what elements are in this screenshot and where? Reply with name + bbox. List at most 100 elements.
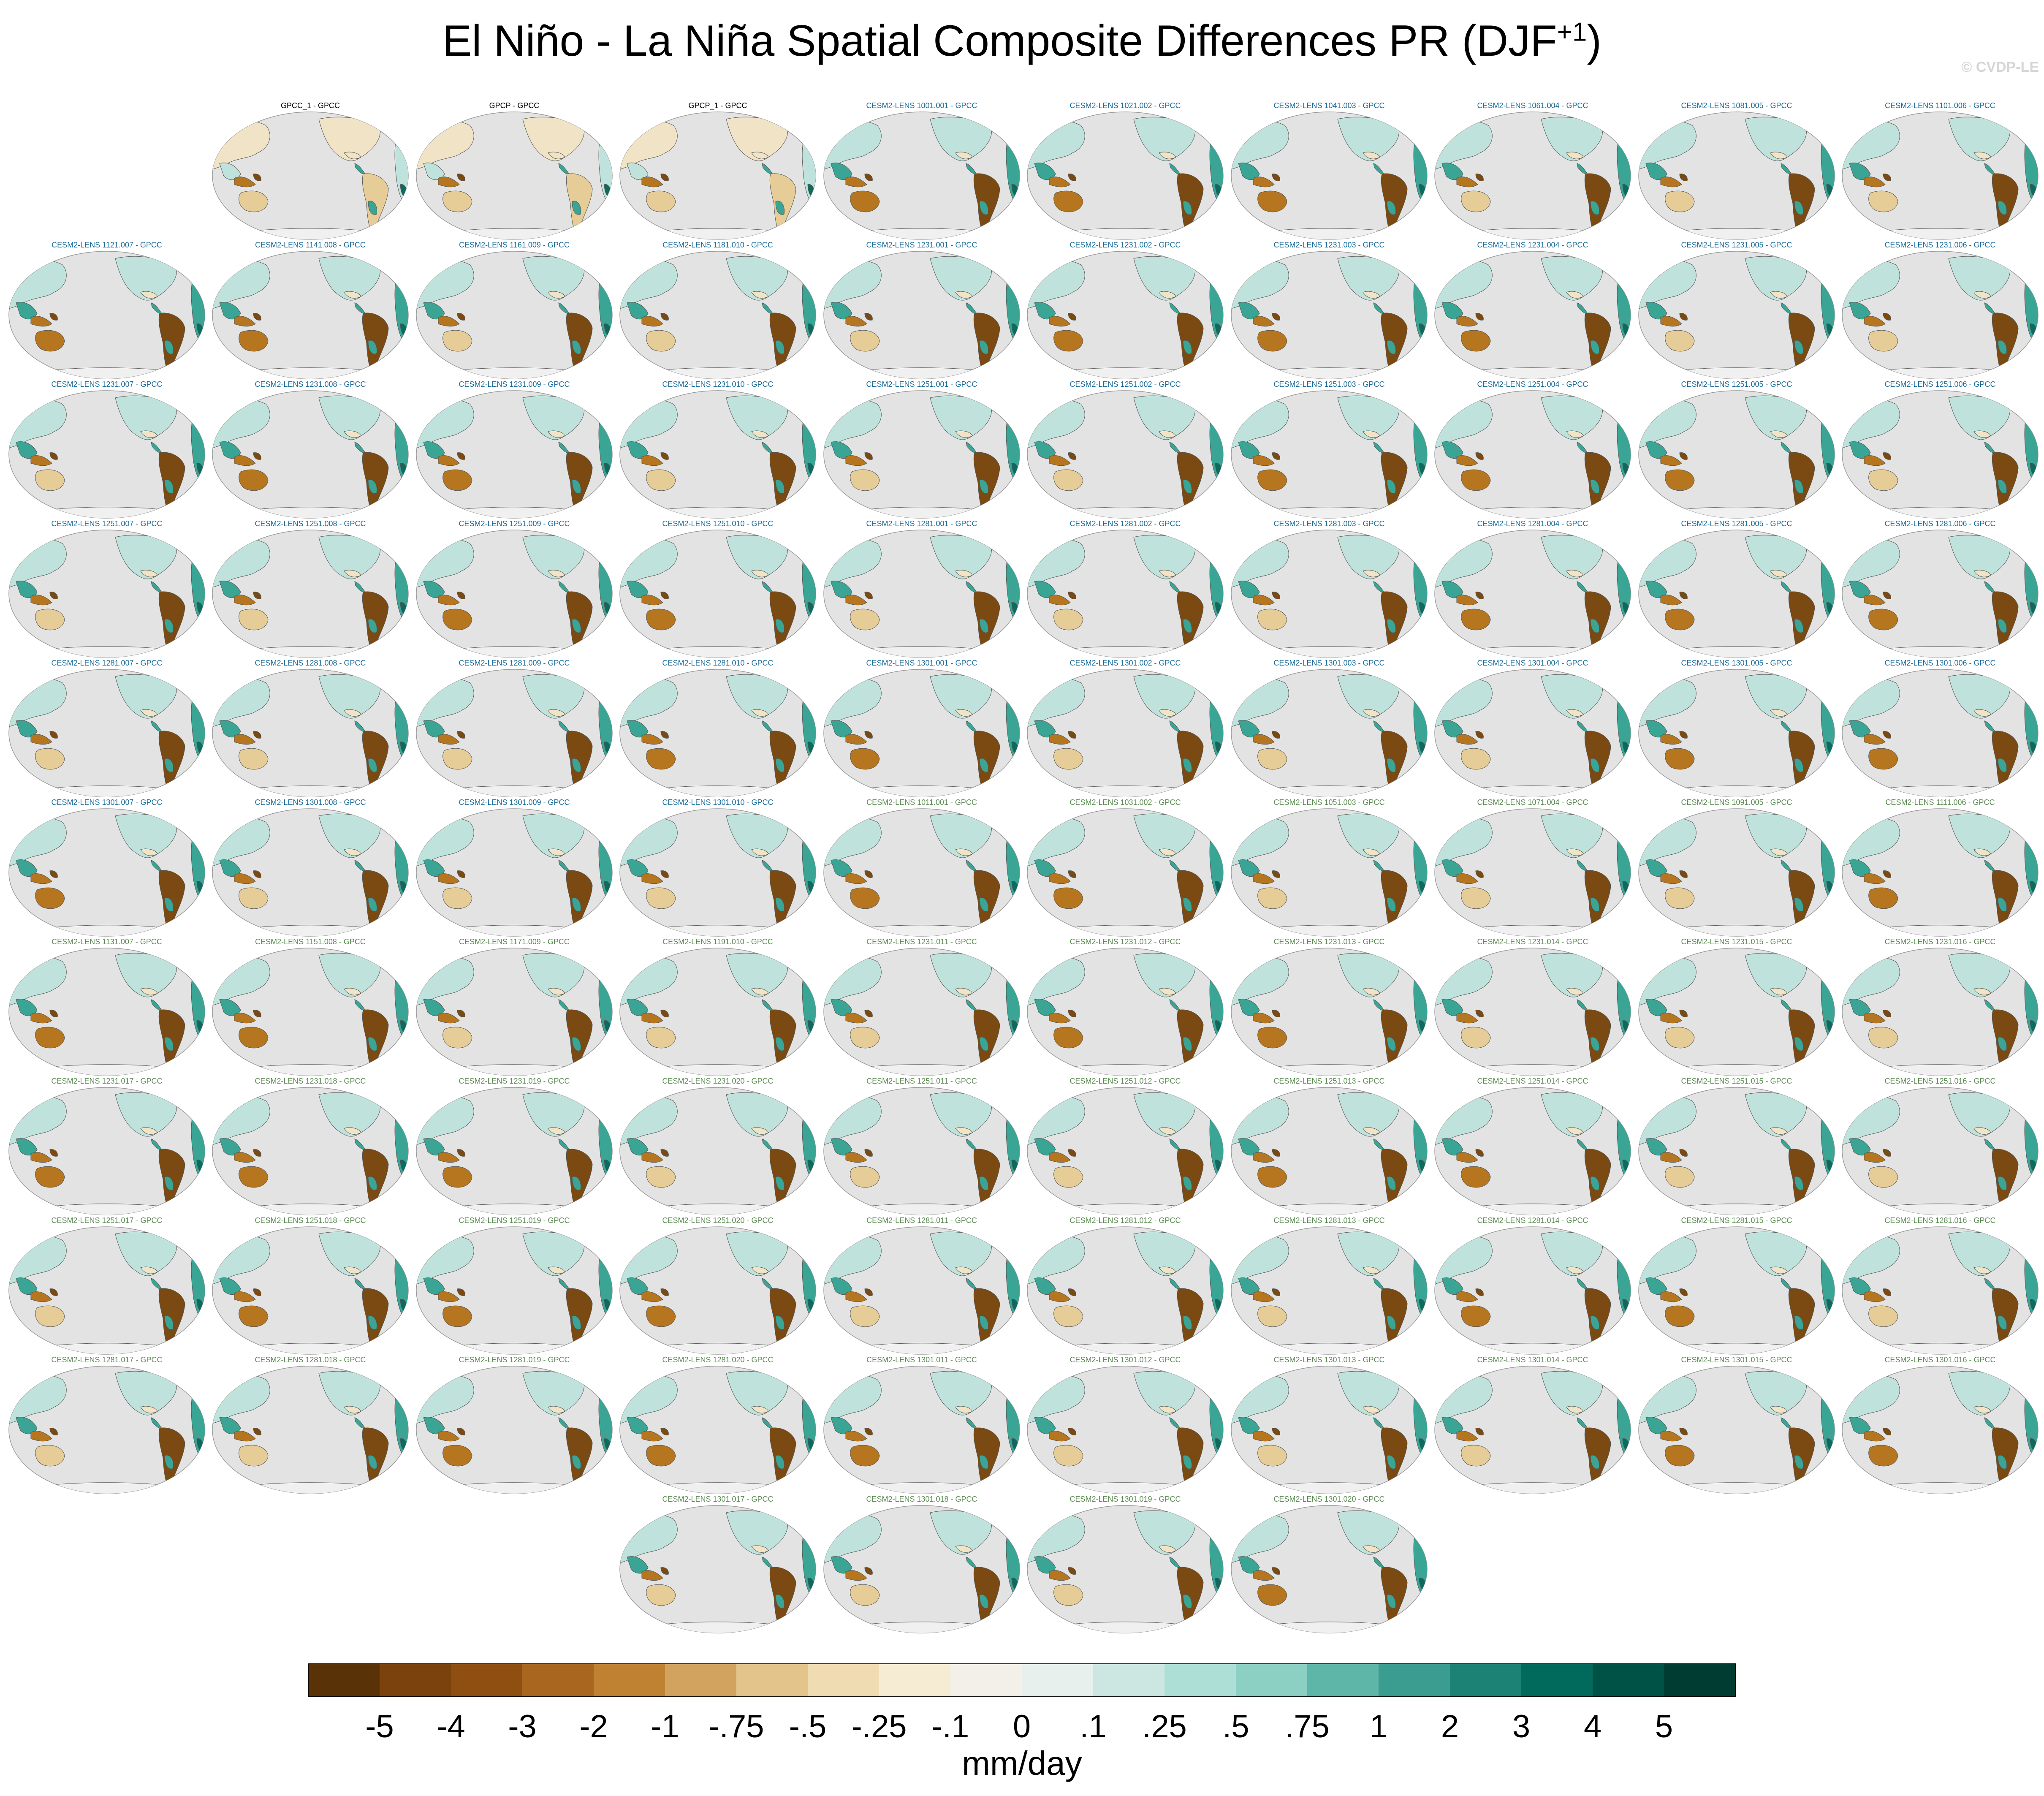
map-panel: CESM2-LENS 1231.016 - GPCC	[1841, 937, 2039, 1077]
colorbar-swatch	[380, 1664, 451, 1697]
colorbar-tick-label: 4	[1583, 1709, 1602, 1744]
map-panel-title: CESM2-LENS 1031.002 - GPCC	[1070, 798, 1181, 807]
map-globe	[1027, 111, 1224, 240]
map-panel: CESM2-LENS 1301.017 - GPCC	[619, 1495, 817, 1634]
map-panel: CESM2-LENS 1231.019 - GPCC	[415, 1077, 613, 1216]
map-panel-title: CESM2-LENS 1251.006 - GPCC	[1884, 380, 1996, 389]
map-panel-title: CESM2-LENS 1301.018 - GPCC	[866, 1495, 977, 1503]
map-panel: CESM2-LENS 1281.007 - GPCC	[8, 659, 206, 798]
map-globe	[1231, 1505, 1428, 1633]
map-globe	[1638, 1366, 1835, 1494]
map-globe	[1231, 111, 1428, 240]
map-globe	[619, 1505, 816, 1633]
map-panel: GPCP_1 - GPCC	[619, 101, 817, 241]
map-panel: CESM2-LENS 1301.019 - GPCC	[1026, 1495, 1224, 1634]
colorbar-tick-label: 3	[1512, 1709, 1531, 1744]
map-globe	[619, 1226, 816, 1355]
map-panel-title: CESM2-LENS 1281.010 - GPCC	[662, 659, 774, 667]
map-panel: GPCP - GPCC	[415, 101, 613, 241]
map-panel: CESM2-LENS 1111.006 - GPCC	[1841, 798, 2039, 937]
map-globe	[1231, 530, 1428, 658]
map-globe	[212, 1087, 409, 1215]
colorbar-swatch	[451, 1664, 522, 1697]
map-globe	[1027, 1087, 1224, 1215]
map-panel-title: CESM2-LENS 1301.006 - GPCC	[1884, 659, 1996, 667]
map-panel-title: CESM2-LENS 1301.013 - GPCC	[1273, 1356, 1385, 1364]
map-panel-title: CESM2-LENS 1071.004 - GPCC	[1477, 798, 1588, 807]
map-panel-title: CESM2-LENS 1231.018 - GPCC	[255, 1077, 366, 1085]
map-panel: CESM2-LENS 1281.008 - GPCC	[211, 659, 410, 798]
map-panel: CESM2-LENS 1131.007 - GPCC	[8, 937, 206, 1077]
map-panel: CESM2-LENS 1231.015 - GPCC	[1637, 937, 1836, 1077]
map-panel-title: CESM2-LENS 1191.010 - GPCC	[662, 937, 773, 946]
map-panel: CESM2-LENS 1001.001 - GPCC	[822, 101, 1021, 241]
map-panel-title: CESM2-LENS 1231.001 - GPCC	[866, 241, 977, 249]
map-panel-title: CESM2-LENS 1251.001 - GPCC	[866, 380, 977, 389]
map-panel: CESM2-LENS 1281.015 - GPCC	[1637, 1216, 1836, 1356]
colorbar-bar	[308, 1663, 1736, 1697]
colorbar-tick-label: .5	[1222, 1709, 1249, 1744]
map-panel: CESM2-LENS 1041.003 - GPCC	[1230, 101, 1428, 241]
colorbar-swatch	[1165, 1664, 1236, 1697]
colorbar-tick-label: -.1	[931, 1709, 969, 1744]
colorbar-tick-label: 1	[1369, 1709, 1388, 1744]
map-panel-title: CESM2-LENS 1281.009 - GPCC	[459, 659, 570, 667]
map-globe	[1638, 251, 1835, 379]
map-panel: CESM2-LENS 1251.004 - GPCC	[1433, 380, 1632, 519]
map-panel: CESM2-LENS 1251.015 - GPCC	[1637, 1077, 1836, 1216]
map-globe	[1027, 390, 1224, 519]
map-panel: CESM2-LENS 1141.008 - GPCC	[211, 241, 410, 380]
map-panel: CESM2-LENS 1251.016 - GPCC	[1841, 1077, 2039, 1216]
map-panel: CESM2-LENS 1021.002 - GPCC	[1026, 101, 1224, 241]
map-globe	[823, 669, 1020, 797]
colorbar-swatch	[879, 1664, 950, 1697]
map-globe	[823, 390, 1020, 519]
map-globe	[619, 808, 816, 937]
map-panel: CESM2-LENS 1301.018 - GPCC	[822, 1495, 1021, 1634]
colorbar-tick-label: 0	[1012, 1709, 1031, 1744]
map-panel: CESM2-LENS 1061.004 - GPCC	[1433, 101, 1632, 241]
map-panel: CESM2-LENS 1301.015 - GPCC	[1637, 1356, 1836, 1495]
colorbar-swatch	[1236, 1664, 1307, 1697]
map-panel: CESM2-LENS 1231.004 - GPCC	[1433, 241, 1632, 380]
map-globe	[8, 948, 205, 1076]
map-panel-title: CESM2-LENS 1281.019 - GPCC	[459, 1356, 570, 1364]
map-panel: CESM2-LENS 1231.001 - GPCC	[822, 241, 1021, 380]
map-panel: CESM2-LENS 1251.002 - GPCC	[1026, 380, 1224, 519]
map-panel-title: CESM2-LENS 1231.006 - GPCC	[1884, 241, 1996, 249]
map-panel: CESM2-LENS 1071.004 - GPCC	[1433, 798, 1632, 937]
map-globe	[8, 808, 205, 937]
map-panel-title: CESM2-LENS 1251.020 - GPCC	[662, 1216, 774, 1225]
colorbar-swatch	[594, 1664, 665, 1697]
map-panel: CESM2-LENS 1281.017 - GPCC	[8, 1356, 206, 1495]
map-panel-title: CESM2-LENS 1091.005 - GPCC	[1681, 798, 1792, 807]
map-globe	[1842, 1226, 2039, 1355]
map-panel: CESM2-LENS 1091.005 - GPCC	[1637, 798, 1836, 937]
colorbar-swatch	[1379, 1664, 1450, 1697]
map-panel-title: CESM2-LENS 1231.008 - GPCC	[255, 380, 366, 389]
map-panel-title: CESM2-LENS 1301.008 - GPCC	[255, 798, 366, 807]
map-globe	[823, 1087, 1020, 1215]
map-panel: CESM2-LENS 1281.016 - GPCC	[1841, 1216, 2039, 1356]
map-panel-title: CESM2-LENS 1231.011 - GPCC	[866, 937, 977, 946]
colorbar-tick-label: .1	[1080, 1709, 1107, 1744]
colorbar-tick-label: -5	[365, 1709, 394, 1744]
colorbar-swatch	[808, 1664, 879, 1697]
map-globe	[823, 1505, 1020, 1633]
map-panel: CESM2-LENS 1281.011 - GPCC	[822, 1216, 1021, 1356]
map-panel-title: CESM2-LENS 1301.020 - GPCC	[1273, 1495, 1385, 1503]
map-globe	[823, 530, 1020, 658]
map-panel-title: CESM2-LENS 1051.003 - GPCC	[1273, 798, 1385, 807]
colorbar-swatch	[1450, 1664, 1521, 1697]
map-panel-title: CESM2-LENS 1301.002 - GPCC	[1070, 659, 1181, 667]
map-panel-title: CESM2-LENS 1251.012 - GPCC	[1070, 1077, 1181, 1085]
map-panel: CESM2-LENS 1281.006 - GPCC	[1841, 519, 2039, 659]
map-panel-title: CESM2-LENS 1251.013 - GPCC	[1273, 1077, 1385, 1085]
map-panel-title: CESM2-LENS 1231.009 - GPCC	[459, 380, 570, 389]
map-globe	[823, 808, 1020, 937]
map-panel-title: CESM2-LENS 1251.004 - GPCC	[1477, 380, 1588, 389]
map-panel: CESM2-LENS 1281.003 - GPCC	[1230, 519, 1428, 659]
colorbar-tick-label: .75	[1285, 1709, 1330, 1744]
colorbar: mm/day -5 -4 -3 -2 -1 -.75 -.5 -.25 -.1 0 .1 .25 .5.…	[0, 1655, 2044, 1796]
map-globe	[1231, 1087, 1428, 1215]
